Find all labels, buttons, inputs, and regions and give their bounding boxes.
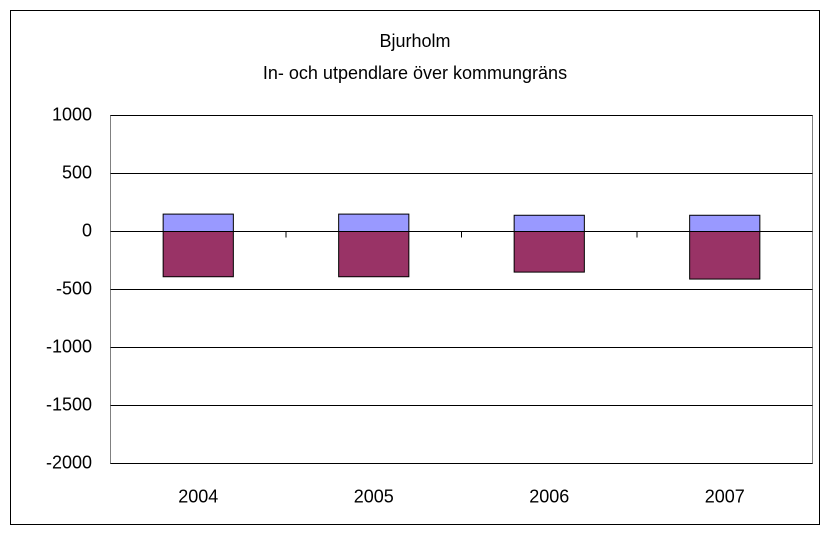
bar (338, 213, 410, 233)
y-tick-label: -1500 (46, 394, 92, 414)
bar (162, 231, 234, 278)
bar (689, 214, 761, 232)
y-tick-label: -2000 (46, 452, 92, 472)
x-tick-label: 2007 (705, 486, 745, 506)
x-tick-label: 2004 (178, 486, 218, 506)
y-tick-label: 500 (62, 162, 92, 182)
bar (513, 231, 585, 273)
y-tick-label: -1000 (46, 336, 92, 356)
bar (162, 213, 234, 233)
x-tick-label: 2006 (529, 486, 569, 506)
y-tick-label: 1000 (52, 104, 92, 124)
bar (338, 231, 410, 278)
bar (689, 231, 761, 280)
bar (513, 214, 585, 232)
x-tick-label: 2005 (354, 486, 394, 506)
chart-subtitle: In- och utpendlare över kommungräns (263, 63, 567, 83)
chart-title: Bjurholm (379, 31, 450, 51)
y-tick-label: -500 (56, 278, 92, 298)
chart-frame (10, 10, 820, 525)
y-tick-label: 0 (82, 220, 92, 240)
